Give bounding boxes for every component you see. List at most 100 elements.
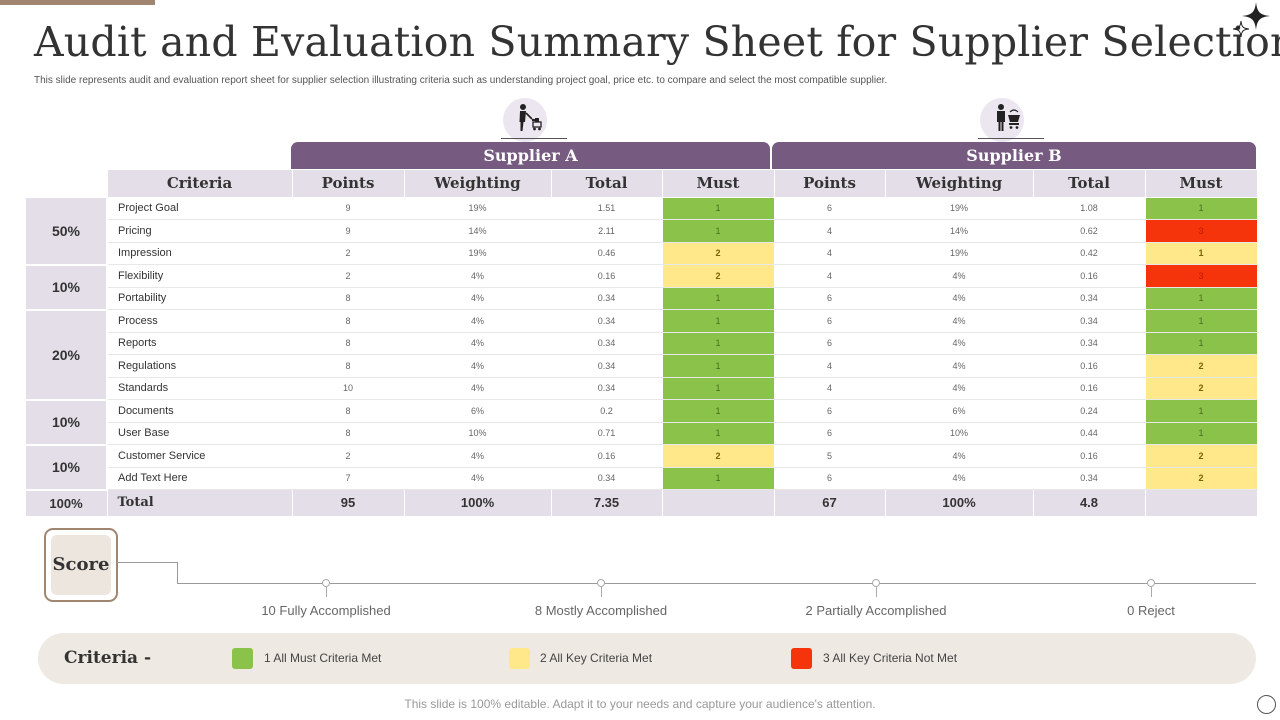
- score-level-partially: 2 Partially Accomplished: [805, 603, 947, 618]
- a-weighting: 4%: [403, 264, 552, 288]
- table-row: 20% Process 8 4% 0.34 1 6 4% 0.34 1: [24, 308, 1258, 401]
- total-a-weighting: 100%: [403, 489, 552, 517]
- header-b-total: Total: [1032, 169, 1146, 198]
- b-must: 3: [1144, 264, 1258, 288]
- supplier-b-icon-circle: [980, 98, 1024, 142]
- score-level-mostly: 8 Mostly Accomplished: [534, 603, 668, 618]
- b-points: 6: [773, 466, 886, 490]
- criteria-name: Documents: [106, 399, 293, 423]
- a-points: 9: [291, 196, 405, 220]
- legend-swatch-yellow: [509, 648, 530, 669]
- total-label: Total: [106, 489, 293, 517]
- supplier-b-header: Supplier B: [772, 142, 1256, 169]
- a-must: 1: [661, 331, 775, 355]
- b-points: 4: [773, 376, 886, 400]
- a-total: 0.34: [550, 286, 663, 310]
- b-weighting: 4%: [884, 354, 1034, 378]
- a-total: 2.11: [550, 219, 663, 243]
- legend-title: Criteria -: [64, 648, 152, 668]
- b-points: 4: [773, 354, 886, 378]
- score-tick-stem: [326, 587, 327, 597]
- table-row: Portability 8 4% 0.34 1 6 4% 0.34 1: [25, 286, 1258, 310]
- score-tick: [872, 579, 880, 587]
- a-total: 0.71: [550, 421, 663, 445]
- b-weighting: 19%: [884, 241, 1034, 265]
- score-tick-stem: [1151, 587, 1152, 597]
- score-connector-h1: [117, 562, 178, 563]
- b-must: 2: [1144, 354, 1258, 378]
- b-total: 0.24: [1032, 399, 1146, 423]
- a-must: 1: [661, 286, 775, 310]
- header-criteria: Criteria: [106, 169, 293, 198]
- a-total: 0.16: [550, 264, 663, 288]
- criteria-name: Process: [106, 309, 293, 333]
- b-must: 1: [1144, 286, 1258, 310]
- b-total: 0.34: [1032, 309, 1146, 333]
- legend-swatch-green: [232, 648, 253, 669]
- header-a-total: Total: [550, 169, 663, 198]
- b-weighting: 4%: [884, 286, 1034, 310]
- criteria-name: Pricing: [106, 219, 293, 243]
- a-weighting: 4%: [403, 444, 552, 468]
- b-must: 1: [1144, 309, 1258, 333]
- table-row: Add Text Here 7 4% 0.34 1 6 4% 0.34 2: [25, 466, 1258, 490]
- criteria-name: Impression: [106, 241, 293, 265]
- b-points: 5: [773, 444, 886, 468]
- criteria-name: Customer Service: [106, 444, 293, 468]
- b-must: 1: [1144, 421, 1258, 445]
- a-weighting: 19%: [403, 241, 552, 265]
- table-row: Impression 2 19% 0.46 2 4 19% 0.42 1: [25, 241, 1258, 265]
- b-weighting: 6%: [884, 399, 1034, 423]
- a-points: 8: [291, 286, 405, 310]
- a-weighting: 4%: [403, 331, 552, 355]
- supplier-b-icon-underline: [978, 138, 1044, 139]
- a-must: 1: [661, 354, 775, 378]
- a-points: 8: [291, 354, 405, 378]
- table-row: Pricing 9 14% 2.11 1 4 14% 0.62 3: [25, 219, 1258, 243]
- score-label: Score: [51, 535, 111, 595]
- b-points: 4: [773, 264, 886, 288]
- b-points: 6: [773, 399, 886, 423]
- a-weighting: 19%: [403, 196, 552, 220]
- header-a-weighting: Weighting: [403, 169, 552, 198]
- sparkle-small-icon: [1233, 21, 1249, 37]
- criteria-name: Flexibility: [106, 264, 293, 288]
- a-points: 2: [291, 264, 405, 288]
- legend-swatch-red: [791, 648, 812, 669]
- total-a-total: 7.35: [550, 489, 663, 517]
- a-points: 9: [291, 219, 405, 243]
- group-weight: 50%: [24, 196, 108, 266]
- header-b-must: Must: [1144, 169, 1258, 198]
- b-total: 1.08: [1032, 196, 1146, 220]
- total-b-must: [1144, 489, 1258, 517]
- b-points: 6: [773, 196, 886, 220]
- a-points: 7: [291, 466, 405, 490]
- b-weighting: 4%: [884, 376, 1034, 400]
- a-points: 2: [291, 241, 405, 265]
- supplier-a-icon-circle: [503, 98, 547, 142]
- score-tick: [1147, 579, 1155, 587]
- legend-label-red: 3 All Key Criteria Not Met: [823, 651, 958, 665]
- b-points: 6: [773, 421, 886, 445]
- total-group: 100%: [24, 489, 108, 517]
- a-total: 0.34: [550, 466, 663, 490]
- a-weighting: 14%: [403, 219, 552, 243]
- a-total: 0.34: [550, 354, 663, 378]
- a-points: 8: [291, 309, 405, 333]
- b-must: 1: [1144, 196, 1258, 220]
- b-points: 4: [773, 241, 886, 265]
- table-row: Standards 10 4% 0.34 1 4 4% 0.16 2: [25, 376, 1258, 400]
- table-row: 10% Flexibility 2 4% 0.16 2 4 4% 0.16 3: [24, 263, 1258, 311]
- header-a-points: Points: [291, 169, 405, 198]
- page-title: Audit and Evaluation Summary Sheet for S…: [34, 18, 1280, 66]
- criteria-name: Regulations: [106, 354, 293, 378]
- b-total: 0.42: [1032, 241, 1146, 265]
- a-total: 0.2: [550, 399, 663, 423]
- a-points: 8: [291, 399, 405, 423]
- score-scale-line: [177, 583, 1256, 584]
- top-accent-bar: [0, 0, 155, 5]
- a-must: 1: [661, 421, 775, 445]
- a-weighting: 10%: [403, 421, 552, 445]
- score-tick-stem: [876, 587, 877, 597]
- a-must: 1: [661, 399, 775, 423]
